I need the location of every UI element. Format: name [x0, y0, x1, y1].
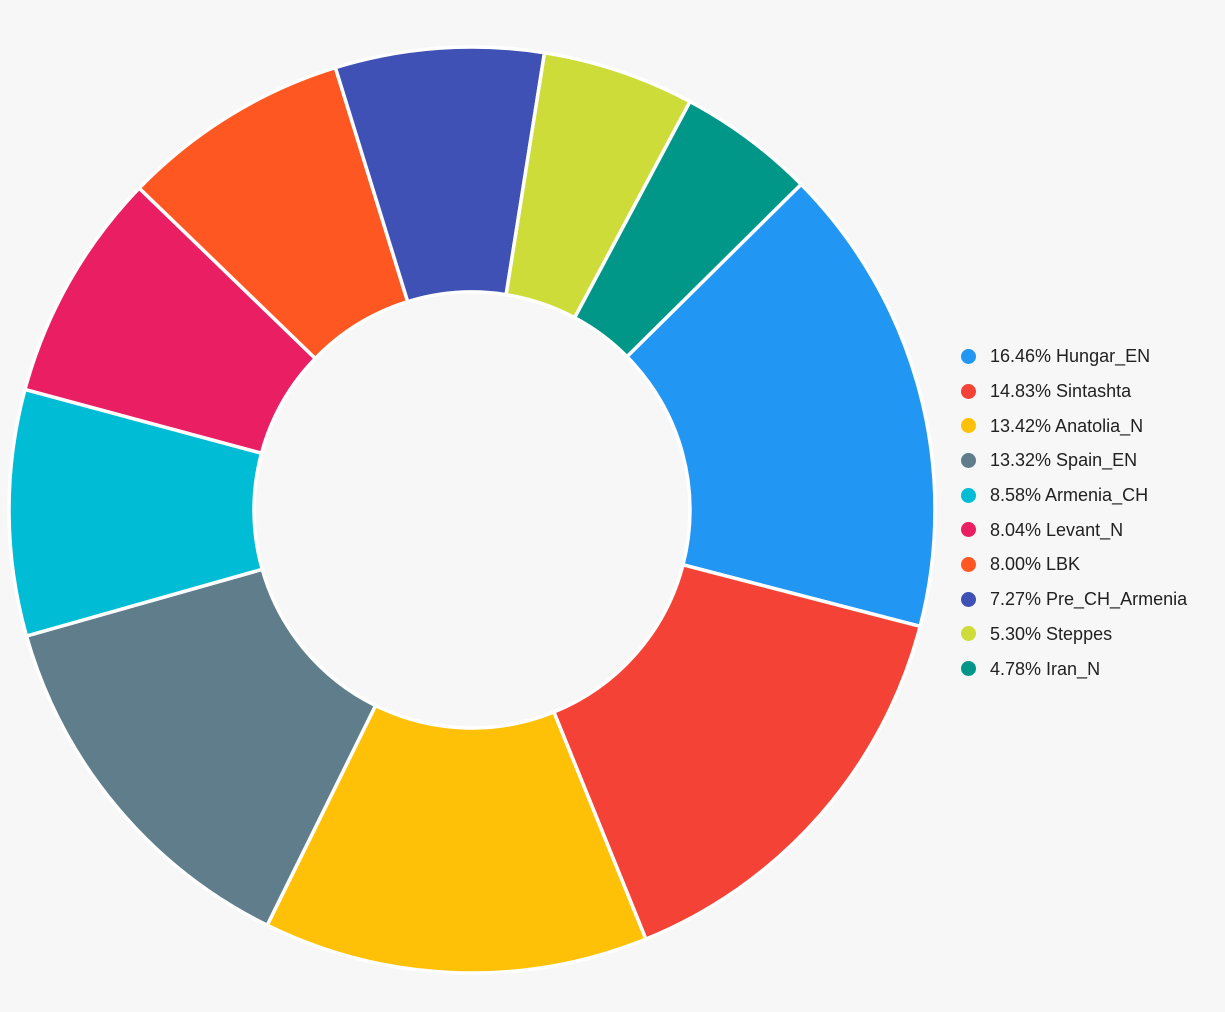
legend-swatch-icon	[961, 418, 976, 434]
legend-item-sintashta[interactable]: 14.83% Sintashta	[961, 374, 1187, 409]
legend-swatch-icon	[961, 383, 976, 399]
chart-legend: 16.46% Hungar_EN 14.83% Sintashta 13.42% A…	[961, 339, 1187, 686]
legend-item-pre-ch-armenia[interactable]: 7.27% Pre_CH_Armenia	[961, 582, 1187, 617]
legend-item-hungar-en[interactable]: 16.46% Hungar_EN	[961, 339, 1187, 374]
legend-label: 13.32% Spain_EN	[990, 450, 1138, 471]
legend-item-steppes[interactable]: 5.30% Steppes	[961, 617, 1187, 652]
legend-swatch-icon	[961, 452, 976, 468]
legend-item-spain-en[interactable]: 13.32% Spain_EN	[961, 443, 1187, 478]
legend-label: 8.04% Levant_N	[990, 519, 1124, 540]
legend-item-armenia-ch[interactable]: 8.58% Armenia_CH	[961, 478, 1187, 513]
legend-label: 4.78% Iran_N	[990, 658, 1101, 679]
pie-slice-hungar-en[interactable]	[624, 181, 937, 629]
legend-label: 16.46% Hungar_EN	[990, 346, 1151, 367]
legend-swatch-icon	[961, 556, 976, 572]
legend-label: 8.00% LBK	[990, 554, 1081, 575]
pie-slice-anatolia-n[interactable]	[264, 703, 649, 975]
legend-label: 7.27% Pre_CH_Armenia	[990, 589, 1188, 610]
legend-item-iran-n[interactable]: 4.78% Iran_N	[961, 651, 1187, 686]
legend-swatch-icon	[961, 522, 976, 538]
legend-item-lbk[interactable]: 8.00% LBK	[961, 547, 1187, 582]
pie-slice-levant-n[interactable]	[22, 185, 318, 456]
legend-swatch-icon	[961, 487, 976, 503]
pie-slice-sintashta[interactable]	[551, 562, 923, 942]
pie-slice-spain-en[interactable]	[24, 567, 378, 928]
legend-label: 13.42% Anatolia_N	[990, 415, 1144, 436]
legend-label: 5.30% Steppes	[990, 623, 1113, 644]
legend-item-anatolia-n[interactable]: 13.42% Anatolia_N	[961, 408, 1187, 443]
pie-slice-iran-n[interactable]	[572, 99, 804, 360]
legend-label: 14.83% Sintashta	[990, 381, 1132, 402]
legend-swatch-icon	[961, 348, 976, 364]
legend-swatch-icon	[961, 661, 976, 677]
legend-item-levant-n[interactable]: 8.04% Levant_N	[961, 512, 1187, 547]
legend-swatch-icon	[961, 591, 976, 607]
legend-label: 8.58% Armenia_CH	[990, 485, 1149, 506]
legend-swatch-icon	[961, 626, 976, 642]
